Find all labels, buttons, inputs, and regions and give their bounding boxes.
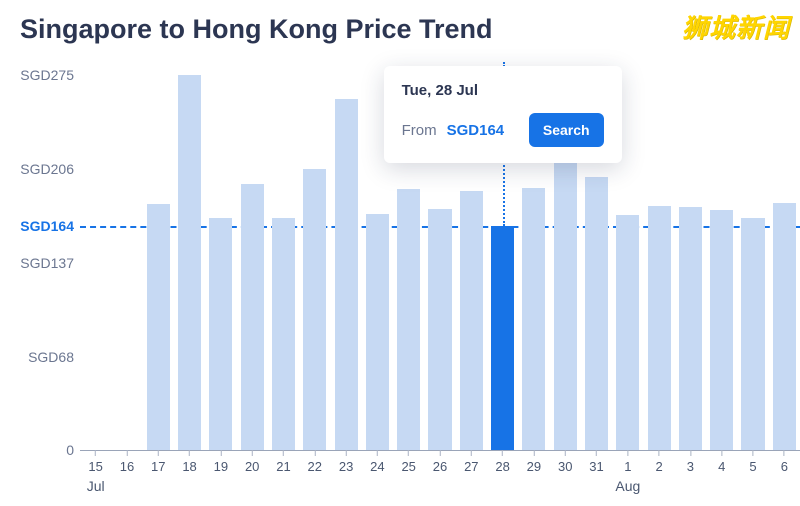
- price-bar[interactable]: [303, 169, 326, 450]
- price-bar[interactable]: [773, 203, 796, 450]
- tooltip-date: Tue, 28 Jul: [402, 82, 604, 99]
- price-bar[interactable]: [147, 204, 170, 450]
- x-tick-label: 21: [276, 450, 290, 474]
- y-tick-label: 0: [0, 442, 74, 458]
- chart-title: Singapore to Hong Kong Price Trend: [20, 14, 493, 45]
- price-bar[interactable]: [272, 218, 295, 450]
- y-tick-label: SGD206: [0, 161, 74, 177]
- price-trend-frame: Singapore to Hong Kong Price Trend 狮城新闻 …: [0, 0, 800, 506]
- x-tick-label: 20: [245, 450, 259, 474]
- price-bar[interactable]: [522, 188, 545, 450]
- x-tick-label: 6: [781, 450, 788, 474]
- price-bar[interactable]: [616, 215, 639, 450]
- y-tick-label: SGD137: [0, 255, 74, 271]
- tooltip-price: SGD164: [447, 122, 505, 139]
- x-tick-label: 1: [624, 450, 631, 474]
- x-month-label: Aug: [615, 478, 640, 494]
- x-tick-label: 3: [687, 450, 694, 474]
- watermark-text: 狮城新闻: [682, 8, 790, 45]
- x-tick-label: 26: [433, 450, 447, 474]
- price-bar[interactable]: [585, 177, 608, 450]
- price-bar[interactable]: [366, 214, 389, 450]
- x-tick-label: 30: [558, 450, 572, 474]
- tooltip-row: From SGD164 Search: [402, 113, 604, 147]
- y-tick-label: SGD275: [0, 67, 74, 83]
- price-bar[interactable]: [710, 210, 733, 450]
- price-bar[interactable]: [491, 226, 514, 450]
- x-tick-label: 28: [495, 450, 509, 474]
- x-tick-label: 31: [589, 450, 603, 474]
- reference-label: SGD164: [0, 218, 74, 234]
- x-tick-label: 23: [339, 450, 353, 474]
- price-bar[interactable]: [428, 209, 451, 450]
- x-month-label: Jul: [87, 478, 105, 494]
- price-bar[interactable]: [460, 191, 483, 450]
- search-button[interactable]: Search: [529, 113, 604, 147]
- y-tick-label: SGD68: [0, 349, 74, 365]
- x-tick-label: 15: [88, 450, 102, 474]
- price-bar[interactable]: [397, 189, 420, 450]
- x-tick-label: 17: [151, 450, 165, 474]
- x-tick-label: 24: [370, 450, 384, 474]
- x-tick-label: 4: [718, 450, 725, 474]
- x-tick-label: 27: [464, 450, 478, 474]
- x-tick-label: 18: [182, 450, 196, 474]
- price-bar[interactable]: [335, 99, 358, 450]
- x-axis: 1516171819202122232425262728293031123456…: [80, 450, 800, 506]
- tooltip-from-label: From: [402, 122, 437, 139]
- price-bar[interactable]: [178, 75, 201, 450]
- price-bar[interactable]: [679, 207, 702, 450]
- price-tooltip: Tue, 28 Jul From SGD164 Search: [384, 66, 622, 163]
- x-tick-label: 22: [308, 450, 322, 474]
- price-bar[interactable]: [241, 184, 264, 450]
- x-tick-label: 25: [401, 450, 415, 474]
- x-tick-label: 29: [527, 450, 541, 474]
- x-tick-label: 16: [120, 450, 134, 474]
- x-tick-label: 2: [656, 450, 663, 474]
- x-tick-label: 5: [749, 450, 756, 474]
- price-bar[interactable]: [741, 218, 764, 450]
- x-tick-label: 19: [214, 450, 228, 474]
- price-bar[interactable]: [209, 218, 232, 450]
- price-bar[interactable]: [648, 206, 671, 450]
